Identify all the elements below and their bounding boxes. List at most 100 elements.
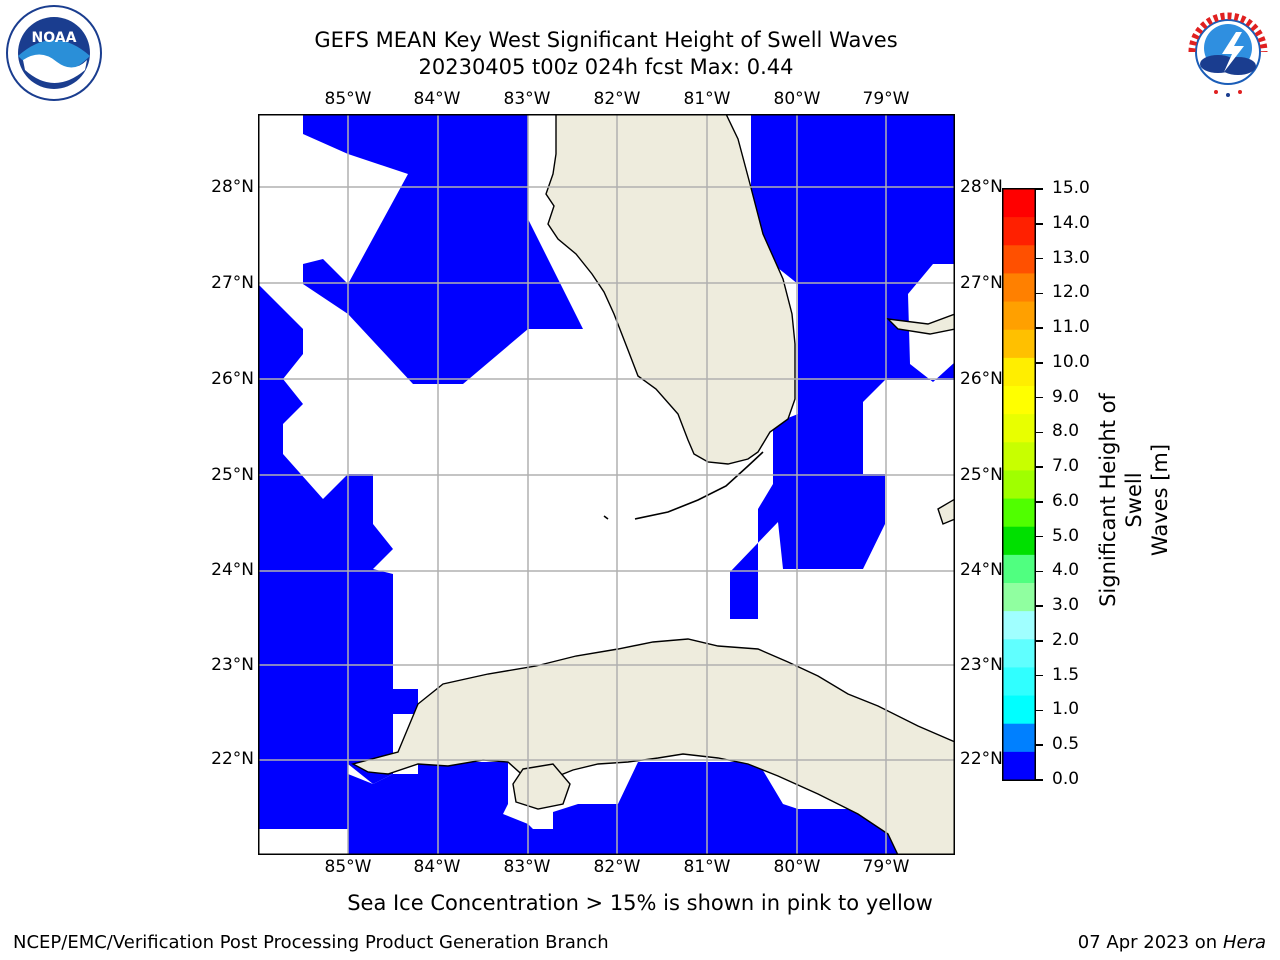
swell-region <box>258 284 418 829</box>
sea-ice-note: Sea Ice Concentration > 15% is shown in … <box>347 891 933 915</box>
colorbar-swatch <box>1003 667 1035 697</box>
colorbar-tick-mark <box>1036 744 1043 746</box>
colorbar-tick-mark <box>1036 605 1043 607</box>
colorbar-tick-label: 0.0 <box>1052 769 1080 789</box>
colorbar-frame <box>1002 188 1036 781</box>
lon-label-bottom: 85°W <box>324 857 372 877</box>
lat-label-right: 24°N <box>960 560 1003 580</box>
colorbar-tick-mark <box>1036 709 1043 712</box>
map-gridlines <box>258 114 955 855</box>
colorbar-swatch <box>1003 751 1035 781</box>
lat-label-right: 27°N <box>960 273 1003 293</box>
footer-machine: Hera <box>1222 932 1266 953</box>
colorbar-swatch <box>1003 442 1035 471</box>
colorbar-swatch <box>1003 273 1035 303</box>
lon-label-top: 80°W <box>773 89 821 109</box>
map-frame <box>258 114 955 855</box>
colorbar-swatch <box>1003 386 1035 415</box>
nws-logo-icon <box>1180 4 1276 100</box>
colorbar-tick-mark <box>1036 292 1043 295</box>
bahamas-land <box>937 498 955 525</box>
lat-label-right: 22°N <box>960 749 1003 769</box>
colorbar-tick-label: 0.5 <box>1052 734 1080 755</box>
swell-height-fill <box>258 114 955 855</box>
colorbar-tick-label: 7.0 <box>1052 456 1080 477</box>
colorbar-tick-label: 9.0 <box>1052 386 1080 407</box>
lon-label-bottom: 79°W <box>862 857 910 877</box>
colorbar-tick-mark <box>1036 779 1043 781</box>
lat-label-right: 23°N <box>960 655 1003 675</box>
colorbar-tick-mark <box>1036 640 1043 642</box>
colorbar-tick-label: 6.0 <box>1052 490 1080 511</box>
colorbar-tick-label: 8.0 <box>1052 421 1080 442</box>
colorbar <box>1002 188 1036 781</box>
colorbar-swatch <box>1003 498 1035 528</box>
colorbar-tick-mark <box>1036 501 1043 503</box>
lat-label-right: 28°N <box>960 177 1003 197</box>
colorbar-tick-mark <box>1036 188 1043 190</box>
colorbar-tick-label: 4.0 <box>1052 560 1080 581</box>
colorbar-swatch <box>1003 554 1035 584</box>
colorbar-tick-label: 14.0 <box>1052 212 1090 233</box>
colorbar-swatch <box>1003 639 1035 668</box>
colorbar-tick-label: 1.5 <box>1052 664 1080 685</box>
chart-subtitle: 20230405 t00z 024h fcst Max: 0.44 <box>418 55 794 79</box>
footer-left: NCEP/EMC/Verification Post Processing Pr… <box>13 932 609 953</box>
colorbar-swatch <box>1003 357 1035 387</box>
colorbar-tick-mark <box>1036 466 1043 468</box>
colorbar-swatch <box>1003 217 1035 246</box>
lon-label-bottom: 80°W <box>773 857 821 877</box>
lon-label-bottom: 84°W <box>413 857 461 877</box>
lon-label-top: 83°W <box>503 89 551 109</box>
footer-right: 07 Apr 2023 on Hera <box>1078 932 1266 953</box>
lon-label-top: 85°W <box>324 89 372 109</box>
swell-region <box>303 114 583 384</box>
colorbar-label-line1: Significant Height of Swell <box>1096 393 1146 607</box>
colorbar-swatch <box>1003 414 1035 443</box>
colorbar-swatch <box>1003 245 1035 274</box>
bahamas-land <box>886 313 955 335</box>
lon-label-bottom: 83°W <box>503 857 551 877</box>
colorbar-tick-mark <box>1036 257 1043 260</box>
lat-label-left: 27°N <box>211 273 254 293</box>
colorbar-tick-label: 10.0 <box>1052 351 1090 372</box>
cuba-land <box>351 638 955 855</box>
florida-keys <box>603 451 764 520</box>
colorbar-tick-label: 1.0 <box>1052 699 1080 720</box>
noaa-logo-text: NOAA <box>32 30 77 46</box>
colorbar-label-line2: Waves [m] <box>1148 443 1172 557</box>
land-areas <box>351 114 955 855</box>
colorbar-swatch <box>1003 470 1035 500</box>
colorbar-tick-mark <box>1036 570 1043 573</box>
colorbar-tick-mark <box>1036 362 1043 364</box>
colorbar-swatch <box>1003 583 1035 612</box>
noaa-logo-icon: NOAA <box>6 5 102 101</box>
colorbar-label: Significant Height of Swell Waves [m] <box>1095 380 1172 620</box>
lat-label-left: 28°N <box>211 177 254 197</box>
swell-region <box>348 762 863 855</box>
lon-label-top: 79°W <box>862 89 910 109</box>
colorbar-tick-label: 13.0 <box>1052 247 1090 268</box>
chart-title: GEFS MEAN Key West Significant Height of… <box>314 28 898 52</box>
colorbar-tick-label: 12.0 <box>1052 282 1090 303</box>
swell-region <box>730 114 955 619</box>
colorbar-tick-label: 15.0 <box>1052 178 1090 198</box>
lat-label-right: 25°N <box>960 465 1003 485</box>
colorbar-tick-mark <box>1036 535 1043 538</box>
colorbar-tick-mark <box>1036 396 1043 399</box>
colorbar-swatch <box>1003 526 1035 556</box>
colorbar-tick-mark <box>1036 223 1043 225</box>
colorbar-swatch <box>1003 189 1035 218</box>
colorbar-swatch <box>1003 329 1035 359</box>
colorbar-tick-label: 11.0 <box>1052 317 1090 338</box>
footer-date: 07 Apr 2023 on <box>1077 932 1223 953</box>
lat-label-right: 26°N <box>960 369 1003 389</box>
lon-label-bottom: 81°W <box>683 857 731 877</box>
lon-label-bottom: 82°W <box>593 857 641 877</box>
colorbar-swatch <box>1003 301 1035 331</box>
lon-label-top: 81°W <box>683 89 731 109</box>
lat-label-left: 22°N <box>211 749 254 769</box>
colorbar-swatch <box>1003 723 1035 753</box>
lat-label-left: 25°N <box>211 465 254 485</box>
colorbar-tick-mark <box>1036 327 1043 329</box>
